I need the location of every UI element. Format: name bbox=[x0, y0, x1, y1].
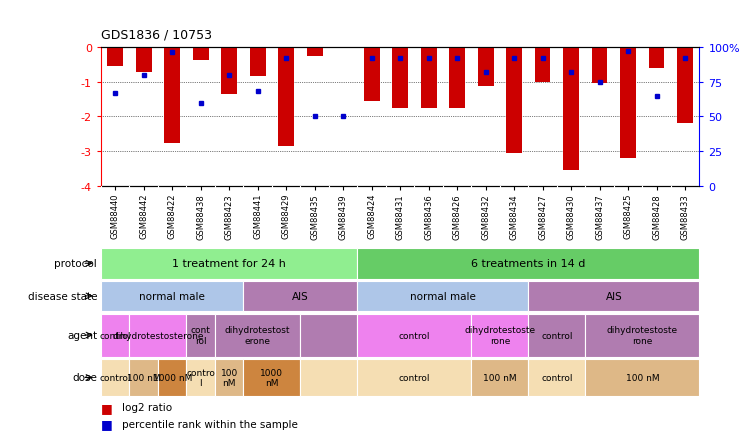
Bar bbox=[301, 314, 358, 357]
Text: AIS: AIS bbox=[606, 291, 622, 301]
Text: normal male: normal male bbox=[139, 291, 205, 301]
Bar bbox=[101, 281, 243, 312]
Bar bbox=[358, 359, 471, 396]
Text: 100
nM: 100 nM bbox=[221, 368, 238, 387]
Bar bbox=[193, 48, 209, 61]
Bar bbox=[471, 359, 528, 396]
Bar bbox=[101, 359, 129, 396]
Text: protocol: protocol bbox=[55, 259, 97, 269]
Text: dihydrotestosterone: dihydrotestosterone bbox=[112, 331, 203, 340]
Bar bbox=[101, 314, 129, 357]
Bar bbox=[358, 281, 528, 312]
Bar bbox=[563, 48, 579, 171]
Text: 6 treatments in 14 d: 6 treatments in 14 d bbox=[471, 259, 586, 269]
Bar bbox=[364, 48, 379, 102]
Text: control: control bbox=[99, 331, 131, 340]
Text: 100 nM: 100 nM bbox=[625, 373, 659, 382]
Text: 1000
nM: 1000 nM bbox=[260, 368, 283, 387]
Bar bbox=[129, 314, 186, 357]
Text: control: control bbox=[399, 331, 430, 340]
Bar bbox=[586, 314, 699, 357]
Bar bbox=[620, 48, 636, 159]
Text: disease state: disease state bbox=[28, 291, 97, 301]
Bar bbox=[158, 359, 186, 396]
Bar bbox=[250, 48, 266, 77]
Bar bbox=[243, 281, 358, 312]
Bar bbox=[307, 48, 322, 56]
Text: contro
l: contro l bbox=[186, 368, 215, 387]
Text: dihydrotestost
erone: dihydrotestost erone bbox=[225, 326, 290, 345]
Bar bbox=[243, 359, 301, 396]
Text: control: control bbox=[99, 373, 131, 382]
Text: control: control bbox=[399, 373, 430, 382]
Bar bbox=[358, 314, 471, 357]
Bar bbox=[108, 48, 123, 67]
Text: GDS1836 / 10753: GDS1836 / 10753 bbox=[101, 28, 212, 41]
Text: ■: ■ bbox=[101, 401, 113, 414]
Bar bbox=[450, 48, 465, 108]
Text: control: control bbox=[541, 373, 573, 382]
Bar bbox=[478, 48, 494, 87]
Bar bbox=[101, 248, 358, 279]
Bar bbox=[335, 48, 351, 49]
Text: dose: dose bbox=[73, 373, 97, 382]
Text: AIS: AIS bbox=[292, 291, 309, 301]
Bar bbox=[278, 48, 294, 147]
Text: log2 ratio: log2 ratio bbox=[122, 402, 172, 412]
Bar bbox=[301, 359, 358, 396]
Text: 1 treatment for 24 h: 1 treatment for 24 h bbox=[172, 259, 286, 269]
Text: ■: ■ bbox=[101, 417, 113, 430]
Bar bbox=[471, 314, 528, 357]
Text: percentile rank within the sample: percentile rank within the sample bbox=[122, 419, 298, 429]
Text: cont
rol: cont rol bbox=[191, 326, 211, 345]
Bar bbox=[358, 248, 699, 279]
Text: normal male: normal male bbox=[410, 291, 476, 301]
Bar bbox=[393, 48, 408, 108]
Text: dihydrotestoste
rone: dihydrotestoste rone bbox=[465, 326, 536, 345]
Bar bbox=[136, 48, 152, 73]
Bar bbox=[528, 314, 586, 357]
Bar bbox=[592, 48, 607, 84]
Bar bbox=[677, 48, 693, 124]
Bar bbox=[129, 359, 158, 396]
Text: 100 nM: 100 nM bbox=[483, 373, 517, 382]
Bar bbox=[586, 359, 699, 396]
Bar bbox=[186, 314, 215, 357]
Bar bbox=[186, 359, 215, 396]
Text: 1000 nM: 1000 nM bbox=[153, 373, 192, 382]
Bar bbox=[506, 48, 522, 154]
Bar bbox=[215, 359, 243, 396]
Bar bbox=[221, 48, 237, 95]
Text: dihydrotestoste
rone: dihydrotestoste rone bbox=[607, 326, 678, 345]
Bar bbox=[528, 359, 586, 396]
Bar bbox=[535, 48, 551, 82]
Bar bbox=[165, 48, 180, 143]
Text: control: control bbox=[541, 331, 573, 340]
Bar bbox=[649, 48, 664, 69]
Text: 100 nM: 100 nM bbox=[127, 373, 161, 382]
Text: agent: agent bbox=[67, 330, 97, 340]
Bar bbox=[528, 281, 699, 312]
Bar bbox=[215, 314, 301, 357]
Bar bbox=[421, 48, 437, 108]
